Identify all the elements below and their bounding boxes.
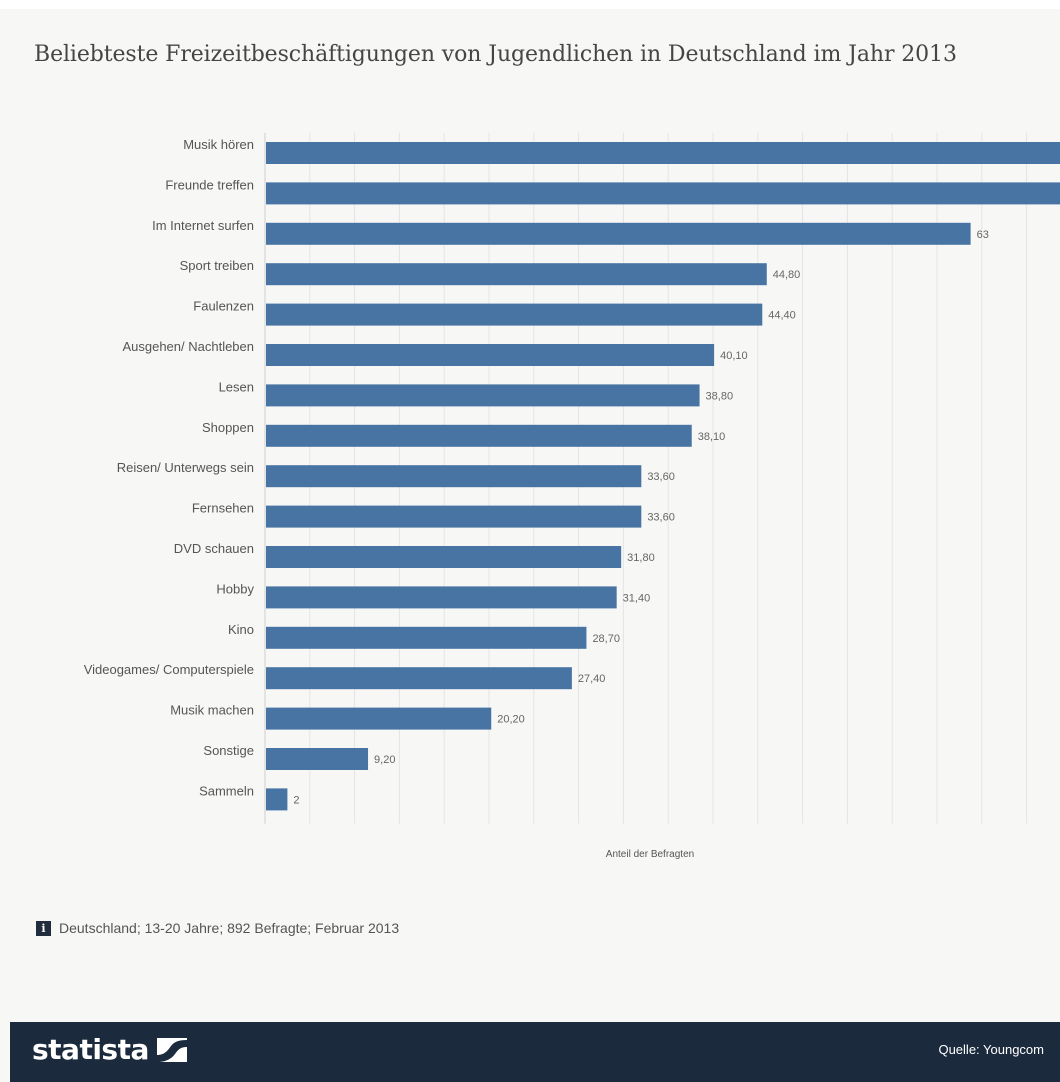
source-text: Quelle: Youngcom bbox=[938, 1042, 1044, 1057]
statista-logo-icon bbox=[156, 1037, 187, 1062]
bars bbox=[266, 142, 1060, 811]
bar[interactable] bbox=[266, 384, 700, 407]
category-label: Im Internet surfen bbox=[152, 218, 254, 233]
category-label: DVD schauen bbox=[174, 541, 254, 556]
bar[interactable] bbox=[266, 263, 767, 286]
category-label: Sonstige bbox=[203, 743, 254, 758]
labels: Musik hören77,40Freunde treffen76,90Im I… bbox=[84, 137, 989, 806]
bar[interactable] bbox=[266, 546, 622, 568]
bar[interactable] bbox=[266, 707, 492, 730]
category-label: Fernsehen bbox=[192, 501, 254, 516]
value-label: 63 bbox=[977, 229, 989, 241]
category-label: Musik hören bbox=[183, 137, 254, 152]
x-axis-title: Anteil der Befragten bbox=[606, 849, 694, 860]
value-label: 40,10 bbox=[720, 350, 748, 362]
bar[interactable] bbox=[266, 344, 715, 366]
top-strip bbox=[0, 0, 1060, 9]
value-label: 28,70 bbox=[592, 633, 620, 645]
footnote: i Deutschland; 13-20 Jahre; 892 Befragte… bbox=[36, 918, 399, 938]
category-label: Videogames/ Computerspiele bbox=[84, 662, 254, 677]
bar[interactable] bbox=[266, 142, 1060, 164]
category-label: Sport treiben bbox=[180, 258, 254, 273]
category-label: Reisen/ Unterwegs sein bbox=[117, 460, 254, 475]
category-label: Shoppen bbox=[202, 420, 254, 435]
bar[interactable] bbox=[266, 748, 369, 770]
bar[interactable] bbox=[266, 303, 763, 326]
category-label: Faulenzen bbox=[193, 299, 254, 314]
value-label: 9,20 bbox=[374, 754, 395, 766]
bar[interactable] bbox=[266, 667, 572, 690]
category-label: Ausgehen/ Nachtleben bbox=[122, 339, 254, 354]
footer-bar: statista Quelle: Youngcom bbox=[10, 1022, 1060, 1082]
value-label: 31,80 bbox=[627, 552, 655, 564]
value-label: 33,60 bbox=[647, 471, 675, 483]
bar[interactable] bbox=[266, 626, 587, 649]
value-label: 38,80 bbox=[706, 390, 734, 402]
value-label: 2 bbox=[293, 794, 299, 806]
bar[interactable] bbox=[266, 788, 288, 811]
category-label: Musik machen bbox=[170, 703, 254, 718]
info-icon[interactable]: i bbox=[36, 920, 51, 936]
bar[interactable] bbox=[266, 586, 617, 609]
bar[interactable] bbox=[266, 182, 1060, 205]
bar[interactable] bbox=[266, 222, 971, 245]
bar-chart: Musik hören77,40Freunde treffen76,90Im I… bbox=[84, 132, 1060, 860]
value-label: 44,80 bbox=[773, 269, 801, 281]
value-label: 38,10 bbox=[698, 431, 726, 443]
brand-name: statista bbox=[32, 1033, 149, 1066]
category-label: Kino bbox=[228, 622, 254, 637]
category-label: Sammeln bbox=[199, 783, 254, 798]
category-label: Freunde treffen bbox=[165, 177, 254, 192]
bar[interactable] bbox=[266, 424, 692, 447]
bar[interactable] bbox=[266, 465, 642, 488]
brand[interactable]: statista bbox=[32, 1033, 187, 1066]
value-label: 33,60 bbox=[647, 512, 675, 524]
chart-title: Beliebteste Freizeitbeschäftigungen von … bbox=[34, 42, 957, 67]
category-label: Hobby bbox=[216, 581, 254, 596]
value-label: 27,40 bbox=[578, 673, 606, 685]
value-label: 20,20 bbox=[497, 714, 525, 726]
value-label: 44,40 bbox=[768, 310, 796, 322]
category-label: Lesen bbox=[219, 379, 254, 394]
bar[interactable] bbox=[266, 505, 642, 528]
footnote-text: Deutschland; 13-20 Jahre; 892 Befragte; … bbox=[59, 920, 400, 936]
value-label: 31,40 bbox=[623, 592, 651, 604]
